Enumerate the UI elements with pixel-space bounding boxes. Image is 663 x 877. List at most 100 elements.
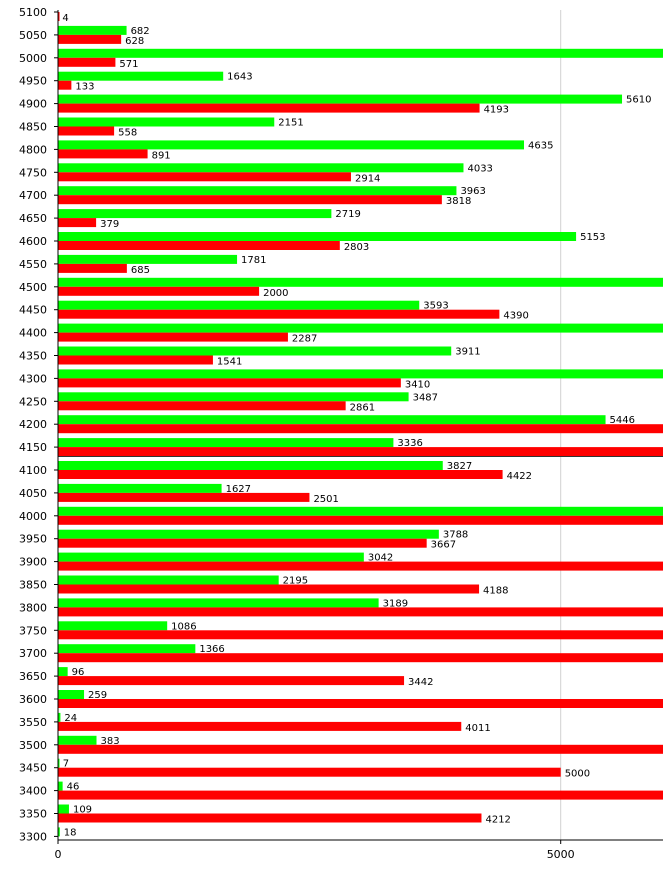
bar-red xyxy=(58,378,401,388)
y-tick-label: 4550 xyxy=(19,258,47,271)
bar-green xyxy=(58,598,379,608)
bar-red xyxy=(58,561,663,571)
bar-green xyxy=(58,529,439,539)
y-tick-label: 3500 xyxy=(19,739,47,752)
bar-red xyxy=(58,676,405,686)
value-label: 259 xyxy=(88,690,107,701)
bar-red xyxy=(58,699,663,708)
bar-red xyxy=(58,195,442,205)
bar-green xyxy=(58,117,275,127)
bar-green xyxy=(58,25,127,35)
y-tick-label: 4700 xyxy=(19,189,47,202)
value-label: 2000 xyxy=(263,288,288,299)
value-label: 4011 xyxy=(465,723,490,734)
value-label: 2151 xyxy=(278,118,303,129)
value-label: 2861 xyxy=(350,402,375,413)
y-tick-label: 3400 xyxy=(19,785,47,798)
bar-green xyxy=(58,621,168,631)
bar-green xyxy=(58,804,69,814)
bar-red xyxy=(58,12,60,21)
value-label: 682 xyxy=(131,26,150,37)
bar-green xyxy=(58,575,279,585)
value-label: 2803 xyxy=(344,242,369,253)
bar-red xyxy=(58,286,260,296)
bar-green xyxy=(58,94,623,104)
y-tick-label: 4050 xyxy=(19,487,47,500)
value-label: 571 xyxy=(119,59,138,70)
y-tick-label: 4650 xyxy=(19,212,47,225)
value-label: 4635 xyxy=(528,140,553,151)
value-label: 109 xyxy=(73,805,92,816)
value-label: 2719 xyxy=(335,209,360,220)
y-tick-label: 3600 xyxy=(19,693,47,706)
y-tick-label: 5100 xyxy=(19,6,47,19)
value-label: 96 xyxy=(72,667,85,678)
y-tick-label: 3800 xyxy=(19,601,47,614)
bar-green xyxy=(58,300,420,310)
bar-red xyxy=(58,172,351,182)
bar-red xyxy=(58,767,561,777)
value-label: 685 xyxy=(131,265,150,276)
bar-green xyxy=(58,392,409,402)
bar-red xyxy=(58,470,503,479)
y-tick-label: 3450 xyxy=(19,762,47,775)
y-tick-label: 3900 xyxy=(19,556,47,569)
value-label: 3911 xyxy=(455,347,480,358)
bar-green xyxy=(58,140,525,150)
value-label: 5153 xyxy=(580,232,605,243)
bar-red xyxy=(58,241,340,250)
value-label: 18 xyxy=(64,827,77,838)
value-label: 3189 xyxy=(383,598,408,609)
y-tick-label: 4000 xyxy=(19,510,47,523)
y-tick-label: 4250 xyxy=(19,395,47,408)
bar-red xyxy=(58,126,115,136)
value-label: 3336 xyxy=(397,438,422,449)
bar-green xyxy=(58,827,60,837)
value-label: 1627 xyxy=(226,484,251,495)
value-label: 3410 xyxy=(405,379,430,390)
value-label: 3593 xyxy=(423,301,448,312)
bar-red xyxy=(58,103,480,113)
value-label: 5000 xyxy=(565,769,590,780)
y-tick-label: 5000 xyxy=(19,52,47,65)
bar-green xyxy=(58,735,97,745)
y-tick-label: 3550 xyxy=(19,716,47,729)
bar-red xyxy=(58,538,427,548)
y-tick-label: 4600 xyxy=(19,235,47,248)
bar-green xyxy=(58,346,452,356)
x-tick-label: 0 xyxy=(55,848,62,861)
bar-red xyxy=(58,263,127,273)
y-tick-label: 4100 xyxy=(19,464,47,477)
value-label: 1541 xyxy=(217,357,242,368)
bar-green xyxy=(58,415,606,425)
bar-red xyxy=(58,447,663,457)
bar-green xyxy=(58,323,663,333)
value-label: 24 xyxy=(64,713,77,724)
value-label: 3442 xyxy=(408,677,433,688)
bar-red xyxy=(58,584,480,594)
value-label: 383 xyxy=(101,736,120,747)
value-label: 1086 xyxy=(171,621,196,632)
value-label: 7 xyxy=(63,759,69,770)
bar-red xyxy=(58,309,500,319)
value-label: 5446 xyxy=(610,415,635,426)
y-tick-label: 3300 xyxy=(19,830,47,843)
value-label: 1781 xyxy=(241,255,266,266)
y-tick-label: 3350 xyxy=(19,808,47,821)
bar-green xyxy=(58,644,196,654)
value-label: 1366 xyxy=(199,644,224,655)
bar-green xyxy=(58,254,238,264)
value-label: 4188 xyxy=(483,586,508,597)
bar-red xyxy=(58,790,663,800)
bar-red xyxy=(58,607,663,617)
value-label: 4422 xyxy=(507,471,532,482)
bar-green xyxy=(58,667,68,677)
y-tick-label: 3700 xyxy=(19,647,47,660)
bar-green xyxy=(58,461,443,470)
bar-green xyxy=(58,232,577,241)
bar-red xyxy=(58,401,346,411)
bar-red xyxy=(58,332,288,342)
value-label: 4 xyxy=(62,13,68,24)
bar-red xyxy=(58,492,310,502)
bar-red xyxy=(58,355,213,365)
